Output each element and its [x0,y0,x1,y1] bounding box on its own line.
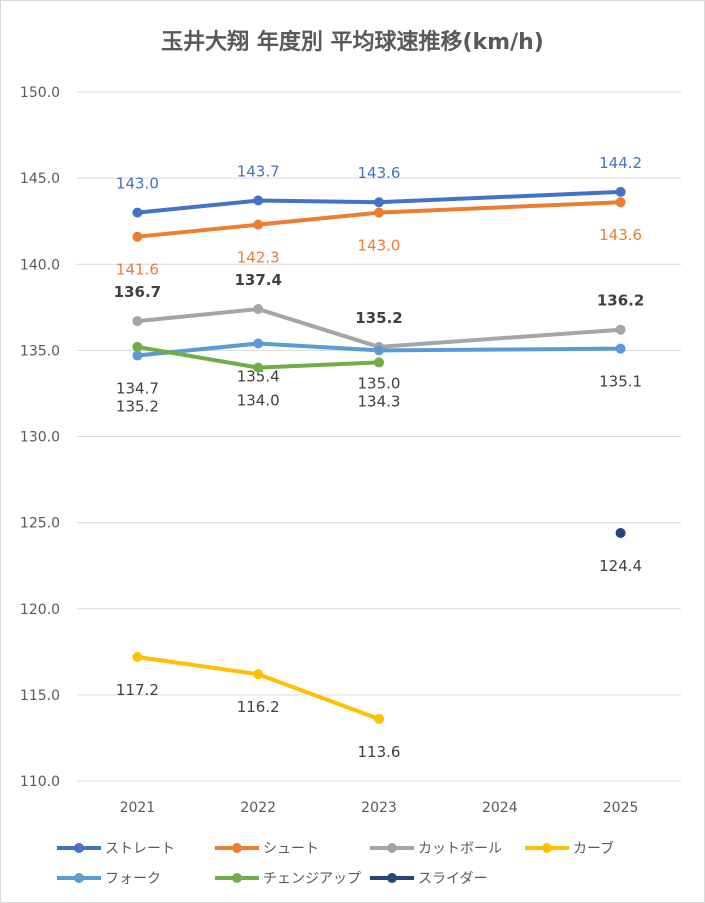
legend-marker-icon [370,873,414,883]
y-tick-label: 140.0 [20,257,60,273]
y-tick-label: 110.0 [20,774,60,790]
data-label: 136.2 [597,292,644,310]
data-label: 135.2 [116,398,159,416]
data-point [132,341,143,352]
y-tick-label: 120.0 [20,602,60,618]
data-point [615,197,626,208]
data-label: 135.4 [237,367,280,385]
y-tick-label: 135.0 [20,343,60,359]
data-label: 135.1 [599,373,642,391]
data-point [615,527,626,538]
data-point [132,316,143,327]
legend-marker-icon [215,843,259,853]
data-point [374,345,384,356]
data-point [253,669,264,680]
y-tick-label: 115.0 [20,688,60,704]
legend-item: シュート [215,838,319,858]
y-tick-label: 130.0 [20,430,60,446]
data-label: 124.4 [599,557,642,575]
data-label: 136.7 [114,283,161,301]
legend-label: チェンジアップ [263,871,361,887]
data-point [374,197,384,208]
legend-item: スライダー [370,868,487,888]
y-tick-label: 125.0 [20,516,60,532]
x-tick-label: 2024 [482,800,518,816]
series-0: 143.0 143.7 143.6 144.2 [116,154,642,218]
series-2: 136.7 137.4 135.2 136.2 [114,271,644,352]
data-label: 141.6 [116,261,159,279]
data-label: 144.2 [599,154,642,172]
series-3: 117.2 116.2 113.6 [116,651,401,761]
data-label: 134.0 [237,392,280,410]
series-line [137,189,621,215]
legend-item: ストレート [57,838,175,858]
data-label: 135.2 [355,309,402,327]
legend-label: シュート [263,841,319,857]
data-point [374,713,384,724]
data-label: 143.0 [116,175,159,193]
data-point [374,357,384,368]
legend-marker-icon [525,843,569,853]
x-tick-label: 2022 [240,800,276,816]
data-point [132,231,143,242]
data-point [132,651,143,662]
data-point [253,338,264,349]
data-label: 137.4 [234,271,281,289]
series-line [137,200,621,239]
series-4: 134.7 135.4 135.0 135.1 [116,338,642,398]
chart-title: 玉井大翔 年度別 平均球速推移(km/h) [161,30,544,55]
legend-marker-icon [57,843,101,853]
legend: ストレート シュート カットボール カーブフォーク チェンジアップ スライダー [0,838,705,898]
legend-label: フォーク [105,871,161,887]
legend-item: フォーク [57,868,161,888]
series-5: 135.2 134.0 134.3 [116,341,401,416]
y-tick-label: 145.0 [20,171,60,187]
data-point [132,207,143,218]
data-label: 117.2 [116,681,159,699]
legend-marker-icon [370,843,414,853]
x-tick-label: 2025 [603,800,639,816]
data-label: 143.6 [358,164,401,182]
data-label: 135.0 [358,374,401,392]
data-point [253,362,264,373]
x-tick-label: 2021 [120,800,156,816]
legend-label: カーブ [573,841,615,857]
data-label: 113.6 [358,743,401,761]
legend-item: チェンジアップ [215,868,361,888]
data-point [615,186,626,197]
series-line [137,307,621,349]
series-line [137,341,621,358]
data-label: 134.3 [358,392,401,410]
data-point [374,207,384,218]
legend-item: カーブ [525,838,614,858]
data-label: 143.6 [599,226,642,244]
data-label: 142.3 [237,249,280,267]
data-label: 143.0 [358,237,401,255]
data-point [615,324,626,335]
x-tick-label: 2023 [361,800,397,816]
series-1: 141.6 142.3 143.0 143.6 [116,197,642,279]
legend-label: ストレート [105,841,175,857]
legend-item: カットボール [370,838,502,858]
data-point [253,219,264,230]
data-label: 134.7 [116,380,159,398]
y-tick-label: 150.0 [20,85,60,101]
legend-label: カットボール [418,841,502,857]
legend-marker-icon [57,873,101,883]
data-point [253,304,264,315]
legend-label: スライダー [418,871,488,887]
data-point [253,195,264,206]
data-label: 116.2 [237,698,280,716]
data-label: 143.7 [237,163,280,181]
legend-marker-icon [215,873,259,883]
data-point [615,343,626,354]
series-6: 124.4 [599,527,642,575]
data-point [132,350,143,361]
